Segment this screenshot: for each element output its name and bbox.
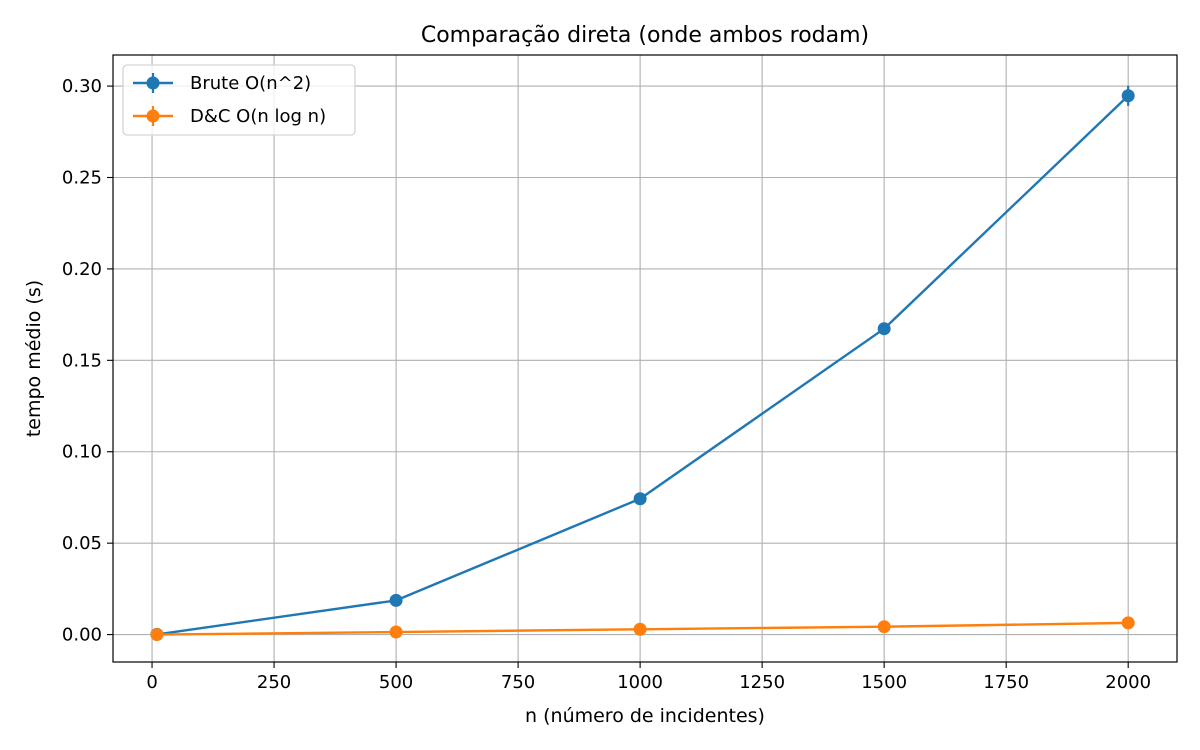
legend-box <box>122 64 356 136</box>
x-tick-label: 250 <box>257 672 291 693</box>
legend-marker <box>146 76 160 90</box>
grid <box>113 55 1177 662</box>
data-point <box>877 620 891 634</box>
x-tick-label: 500 <box>379 672 413 693</box>
data-point <box>1121 616 1135 630</box>
y-tick-label: 0.05 <box>62 533 102 554</box>
x-tick-label: 1250 <box>739 672 785 693</box>
legend-marker <box>146 109 160 123</box>
y-axis-label: tempo médio (s) <box>23 280 45 437</box>
legend-item: D&C O(n log n) <box>133 106 326 127</box>
y-tick-label: 0.30 <box>62 76 102 97</box>
y-tick-label: 0.20 <box>62 259 102 280</box>
y-tick-label: 0.10 <box>62 442 102 463</box>
data-point <box>633 492 647 506</box>
x-tick-label: 2000 <box>1105 672 1151 693</box>
x-tick-label: 1500 <box>861 672 907 693</box>
legend-label: D&C O(n log n) <box>190 106 326 127</box>
data-point <box>877 322 891 336</box>
x-tick-label: 750 <box>501 672 535 693</box>
legend: Brute O(n^2) D&C O(n log n) <box>122 64 356 136</box>
x-tick-label: 0 <box>146 672 157 693</box>
legend-item: Brute O(n^2) <box>133 73 311 94</box>
data-point <box>633 622 647 636</box>
legend-label: Brute O(n^2) <box>190 73 311 94</box>
y-tick-label: 0.15 <box>62 350 102 371</box>
chart-title: Comparação direta (onde ambos rodam) <box>421 23 869 48</box>
data-point <box>150 628 164 642</box>
x-tick-label: 1000 <box>617 672 663 693</box>
y-tick-label: 0.00 <box>62 625 102 646</box>
y-tick-label: 0.25 <box>62 167 102 188</box>
series-1 <box>150 616 1135 642</box>
plot-frame <box>112 54 1178 663</box>
axis-ticks: 0 250 500 750 1000 1250 1500 1750 2000 0.00 0.05 0.… <box>62 76 1151 693</box>
data-point <box>1121 89 1135 103</box>
x-tick-label: 1750 <box>983 672 1029 693</box>
data-point <box>389 625 403 639</box>
plot-series <box>150 85 1135 642</box>
data-point <box>389 593 403 607</box>
x-axis-label: n (número de incidentes) <box>525 705 765 727</box>
